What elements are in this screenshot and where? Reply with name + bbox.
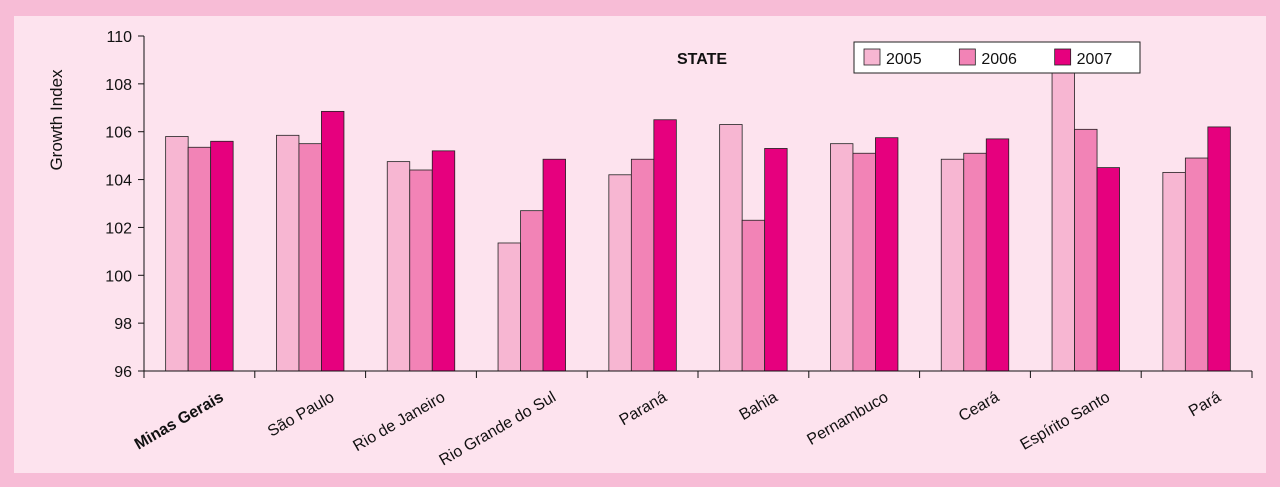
- x-tick-label: São Paulo: [265, 389, 338, 441]
- y-tick-label: 110: [106, 29, 132, 46]
- y-tick-label: 102: [105, 220, 132, 237]
- bar-2005-9: [1162, 171, 1186, 372]
- x-tick-label: Paraná: [617, 389, 670, 430]
- bar-2006-5: [741, 219, 766, 372]
- bar-chart: Growth Index STATE 96 98 100 102 104 106 108 11…: [47, 29, 1253, 470]
- bar-2006-9: [1184, 157, 1209, 372]
- bar-2005-5: [719, 124, 743, 372]
- x-tick-label: Rio Grande do Sul: [436, 389, 559, 470]
- bar-2007-7: [985, 138, 1010, 372]
- bar-2007-2: [431, 150, 456, 372]
- bars-group: [165, 70, 1231, 372]
- bar-2007-3: [542, 158, 566, 372]
- y-tick-label: 104: [105, 173, 132, 190]
- bar-2006-4: [630, 158, 655, 372]
- bar-2006-1: [298, 143, 322, 372]
- y-tick-label: 96: [114, 364, 132, 381]
- bar-2007-1: [321, 110, 345, 372]
- bar-2006-7: [963, 152, 987, 372]
- x-tick-label: Espírito Santo: [1017, 389, 1113, 454]
- chart-panel: Growth Index STATE 96 98 100 102 104 106 108 11…: [14, 16, 1266, 473]
- bar-2007-6: [875, 137, 899, 372]
- legend: 2005 2006 2007: [853, 41, 1141, 74]
- x-tick-label: Rio de Janeiro: [350, 389, 448, 455]
- bar-2005-6: [830, 143, 854, 372]
- y-axis-label: Growth Index: [47, 69, 66, 171]
- y-tick-label: 98: [114, 316, 132, 333]
- x-tick-label: Ceará: [956, 389, 1002, 426]
- bar-2005-1: [276, 134, 300, 372]
- chart-title: STATE: [677, 51, 727, 68]
- legend-label-2007: 2007: [1077, 51, 1113, 68]
- bar-2005-2: [386, 161, 411, 372]
- bar-2006-3: [520, 210, 544, 372]
- bar-2005-7: [940, 158, 965, 372]
- x-tick-label: Pernambuco: [804, 389, 891, 449]
- bar-2007-8: [1096, 167, 1120, 372]
- x-tick-label: Minas Gerais: [132, 389, 227, 454]
- bar-2007-9: [1207, 126, 1231, 372]
- bar-2007-0: [210, 140, 234, 372]
- bar-2007-4: [653, 119, 677, 372]
- legend-swatch-2005: [863, 48, 881, 66]
- bar-2007-5: [764, 148, 788, 372]
- bar-2006-2: [409, 169, 433, 372]
- bar-2005-3: [497, 242, 521, 372]
- bar-2006-8: [1074, 128, 1098, 372]
- legend-swatch-2006: [958, 48, 976, 66]
- y-tick-label: 108: [105, 77, 132, 94]
- y-tick-label: 100: [105, 268, 132, 285]
- bar-2006-6: [852, 152, 876, 372]
- bar-2005-4: [608, 174, 632, 372]
- y-tick-label: 106: [105, 125, 132, 142]
- bar-2006-0: [187, 146, 212, 372]
- bar-2005-0: [165, 136, 189, 372]
- bar-2005-8: [1051, 70, 1075, 372]
- x-tick-label: Bahia: [737, 389, 781, 424]
- x-tick-label: Pará: [1186, 389, 1224, 421]
- legend-box: [853, 41, 1141, 74]
- legend-label-2005: 2005: [886, 51, 922, 68]
- legend-label-2006: 2006: [981, 51, 1017, 68]
- legend-swatch-2007: [1054, 48, 1072, 66]
